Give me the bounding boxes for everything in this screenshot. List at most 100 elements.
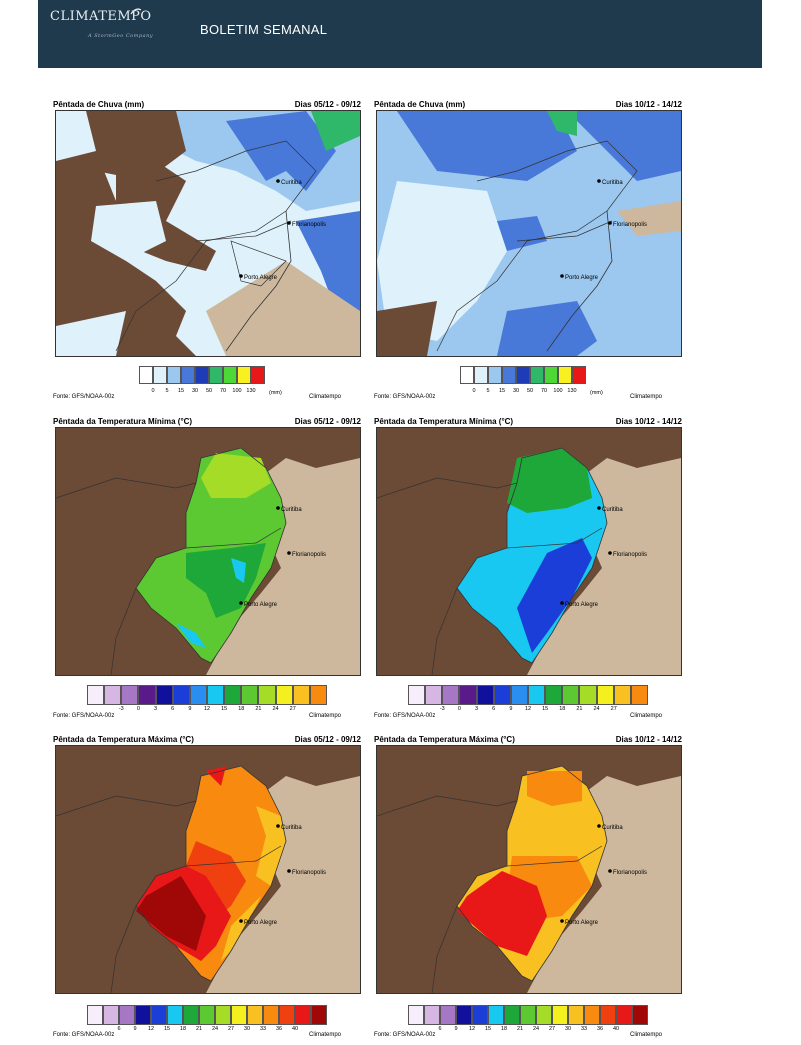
- legend-swatch: [151, 1005, 167, 1025]
- panel-title: Pêntada da Temperatura Máxima (°C): [53, 735, 194, 744]
- legend-swatch: [231, 1005, 247, 1025]
- legend-tick: 18: [500, 1026, 508, 1032]
- legend-swatch: [584, 1005, 600, 1025]
- legend-tick: 36: [275, 1026, 283, 1032]
- legend-swatch: [552, 1005, 568, 1025]
- legend-swatch: [155, 685, 173, 705]
- legend-tick: 12: [468, 1026, 476, 1032]
- legend-tick: 100: [232, 388, 242, 394]
- legend-tick: 9: [454, 1026, 458, 1032]
- legend-swatch: [488, 1005, 504, 1025]
- panel-dates: Dias 10/12 - 14/12: [615, 417, 682, 426]
- legend-swatch: [119, 1005, 135, 1025]
- legend-tick: 18: [559, 706, 566, 712]
- legend-swatch: [181, 366, 195, 384]
- tmin-legend: [408, 685, 648, 705]
- city-label: Porto Alegre: [565, 920, 599, 926]
- legend-swatch: [199, 1005, 215, 1025]
- legend-swatch: [224, 685, 242, 705]
- panel-title: Pêntada da Temperatura Máxima (°C): [374, 735, 515, 744]
- legend-tick: 3: [154, 706, 158, 712]
- panel-title: Pêntada da Temperatura Mínima (°C): [53, 417, 193, 426]
- credit-label: Climatempo: [309, 713, 342, 719]
- legend-tick: 24: [593, 706, 600, 712]
- legend-swatch: [295, 1005, 311, 1025]
- rain-panel-week2: Pêntada de Chuva (mm) Dias 10/12 - 14/12…: [374, 100, 682, 402]
- legend-tick: 0: [136, 706, 140, 712]
- legend-swatch: [172, 685, 190, 705]
- legend-swatch: [223, 366, 237, 384]
- legend-tick: 6: [438, 1026, 442, 1032]
- legend-tick: 18: [179, 1026, 187, 1032]
- legend-tick: 3: [475, 706, 479, 712]
- legend-swatch: [459, 685, 477, 705]
- legend-swatch: [600, 1005, 616, 1025]
- legend-swatch: [530, 366, 544, 384]
- legend-tick: 15: [542, 706, 549, 712]
- legend-swatch: [613, 685, 631, 705]
- source-label: Fonte: GFS/NOAA-00z: [53, 713, 115, 719]
- city-label: Porto Alegre: [565, 602, 599, 608]
- bulletin-title: BOLETIM SEMANAL: [200, 22, 328, 37]
- legend-tick: 40: [612, 1026, 620, 1032]
- legend-tick: 24: [532, 1026, 540, 1032]
- legend-tick: 40: [291, 1026, 299, 1032]
- legend-swatch: [474, 366, 488, 384]
- legend-swatch: [502, 366, 516, 384]
- rain-legend: [139, 366, 265, 384]
- legend-swatch: [309, 685, 327, 705]
- source-label: Fonte: GFS/NOAA-00z: [53, 1032, 115, 1038]
- panel-title: Pêntada de Chuva (mm): [374, 100, 466, 109]
- tmin-legend: [87, 685, 327, 705]
- legend-swatch: [425, 685, 443, 705]
- legend-swatch: [311, 1005, 327, 1025]
- legend-tick: 15: [484, 1026, 492, 1032]
- legend-tick: 15: [221, 706, 228, 712]
- legend-tick: 70: [219, 388, 227, 394]
- legend-swatch: [209, 366, 223, 384]
- legend-tick: 33: [580, 1026, 588, 1032]
- legend-swatch: [251, 366, 265, 384]
- credit-label: Climatempo: [630, 713, 663, 719]
- legend-swatch: [153, 366, 167, 384]
- legend-tick: 27: [289, 706, 296, 712]
- city-label: Curitiba: [602, 180, 623, 186]
- legend-tick: 15: [177, 388, 185, 394]
- panel-dates: Dias 10/12 - 14/12: [615, 735, 682, 744]
- legend-tick: 50: [526, 388, 534, 394]
- legend-tick: 6: [117, 1026, 121, 1032]
- legend-swatch: [279, 1005, 295, 1025]
- legend-tick: 0: [457, 706, 461, 712]
- legend-swatch: [424, 1005, 440, 1025]
- legend-tick: 5: [165, 388, 169, 394]
- city-label: Porto Alegre: [244, 920, 278, 926]
- legend-swatch: [520, 1005, 536, 1025]
- legend-swatch: [579, 685, 597, 705]
- city-label: Florianopolis: [292, 222, 326, 228]
- header-bar: CLIMATEMPO A StormGeo Company BOLETIM SE…: [38, 0, 762, 68]
- tmax-legend: [87, 1005, 327, 1025]
- legend-swatch: [488, 366, 502, 384]
- panel-dates: Dias 05/12 - 09/12: [294, 735, 361, 744]
- legend-tick: 12: [203, 706, 211, 712]
- legend-tick: 9: [188, 706, 192, 712]
- city-label: Curitiba: [281, 825, 302, 831]
- legend-swatch: [572, 366, 586, 384]
- city-label: Florianopolis: [292, 870, 326, 876]
- city-label: Florianopolis: [613, 222, 647, 228]
- climatempo-logo: CLIMATEMPO A StormGeo Company: [50, 8, 153, 39]
- legend-swatch: [121, 685, 139, 705]
- legend-swatch: [206, 685, 225, 705]
- legend-tick: 12: [147, 1026, 155, 1032]
- legend-swatch: [408, 1005, 424, 1025]
- legend-swatch: [104, 685, 122, 705]
- legend-tick: 30: [564, 1026, 572, 1032]
- legend-swatch: [263, 1005, 279, 1025]
- legend-tick: 15: [498, 388, 506, 394]
- panel-title: Pêntada de Chuva (mm): [53, 100, 145, 109]
- legend-swatch: [139, 366, 153, 384]
- legend-swatch: [545, 685, 563, 705]
- legend-tick: 130: [567, 388, 577, 394]
- legend-tick: 70: [540, 388, 548, 394]
- legend-tick: 30: [191, 388, 199, 394]
